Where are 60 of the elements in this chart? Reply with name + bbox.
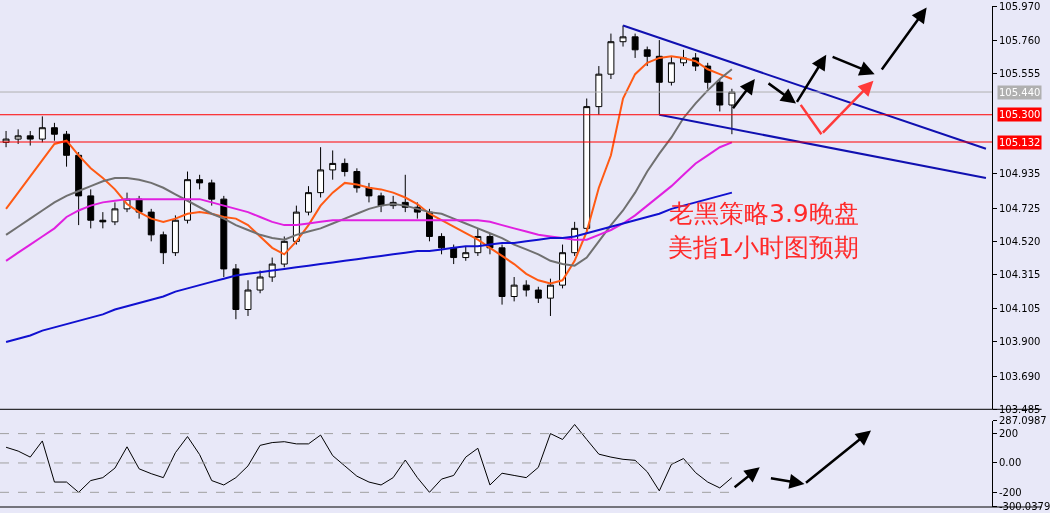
candlestick xyxy=(716,78,724,112)
y-tick-label: 104.105 xyxy=(999,303,1041,315)
ref-line-label: 105.132 xyxy=(999,137,1041,148)
candlestick xyxy=(220,195,228,278)
candlestick xyxy=(510,276,518,302)
candlestick xyxy=(655,39,663,116)
candlestick xyxy=(232,263,240,320)
candlestick xyxy=(667,55,675,87)
candlestick xyxy=(38,115,46,143)
candlestick xyxy=(305,185,312,216)
y-tick-label: 0.00 xyxy=(999,457,1022,469)
candlestick xyxy=(317,146,325,199)
candlestick xyxy=(208,179,216,207)
ref-line-label: 105.440 xyxy=(999,87,1041,98)
candlestick xyxy=(329,149,337,181)
y-tick-label: 104.725 xyxy=(999,202,1041,214)
candlestick xyxy=(462,245,470,262)
candlestick xyxy=(619,24,627,48)
candlestick xyxy=(26,130,34,147)
y-tick-label: -200 xyxy=(999,486,1022,498)
candlestick xyxy=(631,33,639,59)
ref-line-label: 105.300 xyxy=(999,109,1041,120)
candlestick xyxy=(111,201,119,226)
candlestick xyxy=(546,278,554,317)
y-tick-label: 103.690 xyxy=(999,370,1041,382)
candlestick xyxy=(87,188,95,229)
y-tick-label: 105.555 xyxy=(999,67,1041,79)
candlestick xyxy=(244,279,252,317)
y-tick-label: 104.520 xyxy=(999,235,1041,247)
y-tick-label: -300.0379 xyxy=(999,501,1050,513)
candlestick xyxy=(159,231,167,265)
annotation: 老黑策略3.9晚盘 xyxy=(669,199,859,228)
candlestick xyxy=(280,235,288,268)
y-tick-label: 104.935 xyxy=(999,168,1041,180)
y-tick-label: 200 xyxy=(999,428,1019,440)
candlestick xyxy=(50,122,58,142)
y-tick-label: 105.760 xyxy=(999,34,1041,46)
line-series xyxy=(5,424,733,493)
candlestick xyxy=(341,158,349,177)
candlestick xyxy=(14,128,22,145)
candlestick xyxy=(256,270,264,294)
y-tick-label: 105.970 xyxy=(999,0,1041,12)
candlestick xyxy=(522,279,530,298)
candlestick xyxy=(171,214,179,257)
candlestick xyxy=(99,211,107,229)
candlestick xyxy=(147,208,155,242)
annotation: 美指1小时图预期 xyxy=(668,233,859,262)
candlestick xyxy=(75,151,83,226)
candlestick xyxy=(196,174,204,190)
y-tick-label: 287.0987 xyxy=(999,415,1047,427)
candlestick xyxy=(607,33,615,80)
candlestick xyxy=(728,88,736,135)
candlestick xyxy=(498,244,506,306)
candlestick xyxy=(438,232,446,255)
candlestick xyxy=(643,46,651,67)
candlestick xyxy=(595,65,603,116)
y-tick-label: 103.900 xyxy=(999,336,1041,348)
candlestick xyxy=(365,182,373,203)
y-tick-label: 104.315 xyxy=(999,269,1041,281)
candlestick xyxy=(534,286,542,304)
